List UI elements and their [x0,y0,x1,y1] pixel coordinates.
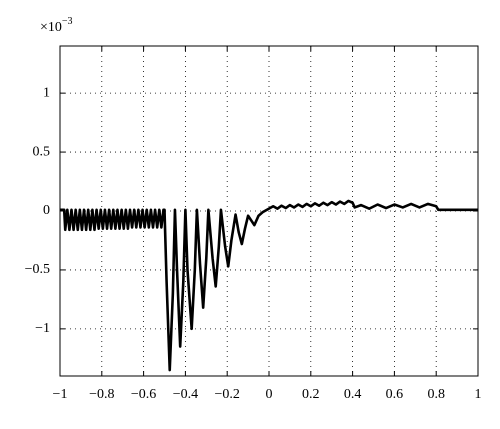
y-tick-label: −0.5 [25,262,50,277]
x-tick-label: 0 [266,387,273,402]
x-tick-label: 0.6 [386,387,404,402]
x-tick-label: 1 [475,387,482,402]
x-tick-label: −1 [53,387,68,402]
x-tick-label: 0.2 [302,387,320,402]
y-tick-label: 0.5 [33,144,51,159]
x-tick-label: −0.4 [173,387,198,402]
y-tick-label: 1 [43,85,50,100]
y-scale-label: ×10−3 [40,16,73,35]
x-tick-label: −0.8 [89,387,114,402]
y-tick-label: −1 [35,321,50,336]
y-tick-label: 0 [43,203,50,218]
x-tick-label: 0.4 [344,387,362,402]
x-tick-label: 0.8 [427,387,445,402]
x-tick-label: −0.2 [214,387,239,402]
x-tick-label: −0.6 [131,387,156,402]
data-line [60,199,478,372]
y-scale-base: ×10 [40,20,62,35]
y-scale-exponent: −3 [62,16,73,27]
